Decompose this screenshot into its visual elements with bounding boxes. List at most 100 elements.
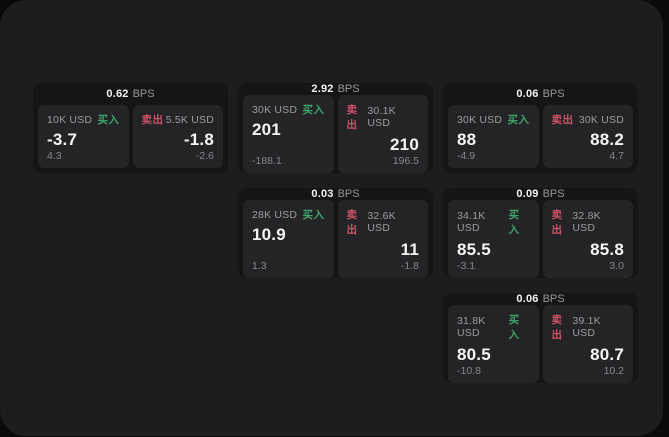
bps-value: 0.03 [311,188,334,200]
buy-amount: 28K USD [252,208,298,221]
sell-price: -1.8 [183,130,214,149]
buy-price: -3.7 [47,130,78,149]
card-body: 28K USD 买入 10.9 1.3 卖出 32.6K USD 11 -1.8 [243,200,428,278]
buy-tile-top: 31.8K USD 买入 [457,312,530,342]
bps-unit-label: BPS [542,293,565,305]
buy-tile-top: 10K USD 买入 [47,112,120,127]
bps-value: 2.92 [311,83,334,95]
buy-tile[interactable]: 34.1K USD 买入 85.5 -3.1 [448,200,539,278]
buy-tile-top: 28K USD 买入 [252,207,325,222]
card-header: 0.06 BPS [448,293,633,305]
sell-price: 11 [400,240,419,259]
sell-amount: 32.6K USD [367,210,396,234]
buy-amount: 10K USD [47,113,93,126]
sell-price: 210 [390,135,419,154]
buy-delta: -10.8 [457,365,481,377]
buy-delta: -188.1 [252,155,282,167]
sell-tile[interactable]: 卖出 30K USD 88.2 4.7 [542,105,633,168]
sell-tile-top: 卖出 39.1K USD [552,312,625,342]
sell-tile[interactable]: 卖出 39.1K USD 80.7 10.2 [542,305,633,383]
bps-value: 0.09 [516,188,539,200]
buy-tile-top: 30K USD 买入 [252,102,325,117]
buy-tile[interactable]: 10K USD 买入 -3.7 4.3 [38,105,129,168]
sell-delta: 196.5 [392,155,419,167]
card-header: 0.06 BPS [448,83,633,105]
sell-price: 80.7 [590,345,624,364]
card-header: 0.62 BPS [38,83,223,105]
sell-label: 卖出 [141,114,164,126]
sell-amount: 5.5K USD [165,113,214,126]
quote-card-2: 0.06 BPS 30K USD 买入 88 -4.9 卖出 30K USD [443,83,638,173]
buy-tile-top: 34.1K USD 买入 [457,207,530,237]
buy-price: 10.9 [252,225,286,244]
buy-label: 买入 [302,209,325,221]
sell-label: 卖出 [551,314,563,341]
buy-delta: 4.3 [47,150,62,162]
card-header: 0.03 BPS [243,188,428,200]
bps-unit-label: BPS [132,88,155,100]
sell-tile-top: 卖出 32.6K USD [347,207,420,237]
buy-amount: 34.1K USD [457,210,486,234]
buy-price: 80.5 [457,345,491,364]
bps-value: 0.06 [516,293,539,305]
bps-value: 0.62 [106,88,129,100]
buy-delta: 1.3 [252,260,267,272]
sell-delta: -1.8 [400,260,419,272]
quote-card-1: 2.92 BPS 30K USD 买入 201 -188.1 卖出 30.1K … [238,83,433,173]
buy-label: 买入 [97,114,120,126]
sell-tile[interactable]: 卖出 32.8K USD 85.8 3.0 [542,200,633,278]
card-body: 30K USD 买入 201 -188.1 卖出 30.1K USD 210 1… [243,95,428,173]
buy-label: 买入 [508,314,520,341]
buy-tile-top: 30K USD 买入 [457,112,530,127]
buy-price: 85.5 [457,240,491,259]
sell-price: 88.2 [590,130,624,149]
buy-label: 买入 [507,114,530,126]
sell-amount: 32.8K USD [572,210,601,234]
buy-tile[interactable]: 31.8K USD 买入 80.5 -10.8 [448,305,539,383]
buy-price: 201 [252,120,281,139]
quote-card-4: 0.09 BPS 34.1K USD 买入 85.5 -3.1 卖出 32.8K… [443,188,638,278]
bps-unit-label: BPS [542,188,565,200]
sell-tile-top: 卖出 5.5K USD [142,112,215,127]
sell-tile[interactable]: 卖出 30.1K USD 210 196.5 [337,95,428,173]
bps-unit-label: BPS [337,83,360,95]
card-header: 2.92 BPS [243,83,428,95]
buy-amount: 31.8K USD [457,315,486,339]
card-body: 31.8K USD 买入 80.5 -10.8 卖出 39.1K USD 80.… [448,305,633,383]
sell-label: 卖出 [346,209,358,236]
sell-tile[interactable]: 卖出 32.6K USD 11 -1.8 [337,200,428,278]
bps-value: 0.06 [516,88,539,100]
buy-tile[interactable]: 28K USD 买入 10.9 1.3 [243,200,334,278]
sell-delta: 10.2 [603,365,624,377]
quote-card-0: 0.62 BPS 10K USD 买入 -3.7 4.3 卖出 5.5K USD [33,83,228,173]
sell-amount: 30.1K USD [367,105,396,129]
sell-label: 卖出 [551,209,563,236]
sell-tile[interactable]: 卖出 5.5K USD -1.8 -2.6 [132,105,223,168]
sell-amount: 30K USD [578,113,624,126]
buy-delta: -4.9 [457,150,476,162]
sell-delta: 3.0 [609,260,624,272]
sell-delta: -2.6 [195,150,214,162]
buy-label: 买入 [302,104,325,116]
sell-tile-top: 卖出 32.8K USD [552,207,625,237]
sell-tile-top: 卖出 30.1K USD [347,102,420,132]
sell-price: 85.8 [590,240,624,259]
buy-tile[interactable]: 30K USD 买入 88 -4.9 [448,105,539,168]
quote-card-3: 0.03 BPS 28K USD 买入 10.9 1.3 卖出 32.6K US… [238,188,433,278]
card-body: 10K USD 买入 -3.7 4.3 卖出 5.5K USD -1.8 -2.… [38,105,223,168]
bps-unit-label: BPS [542,88,565,100]
card-header: 0.09 BPS [448,188,633,200]
sell-tile-top: 卖出 30K USD [552,112,625,127]
quote-grid: 0.62 BPS 10K USD 买入 -3.7 4.3 卖出 5.5K USD [33,83,638,383]
sell-amount: 39.1K USD [572,315,601,339]
buy-label: 买入 [508,209,520,236]
buy-amount: 30K USD [457,113,503,126]
card-body: 30K USD 买入 88 -4.9 卖出 30K USD 88.2 4.7 [448,105,633,168]
bps-unit-label: BPS [337,188,360,200]
buy-delta: -3.1 [457,260,476,272]
buy-tile[interactable]: 30K USD 买入 201 -188.1 [243,95,334,173]
buy-price: 88 [457,130,477,149]
buy-amount: 30K USD [252,103,298,116]
quote-card-5: 0.06 BPS 31.8K USD 买入 80.5 -10.8 卖出 39.1… [443,293,638,383]
